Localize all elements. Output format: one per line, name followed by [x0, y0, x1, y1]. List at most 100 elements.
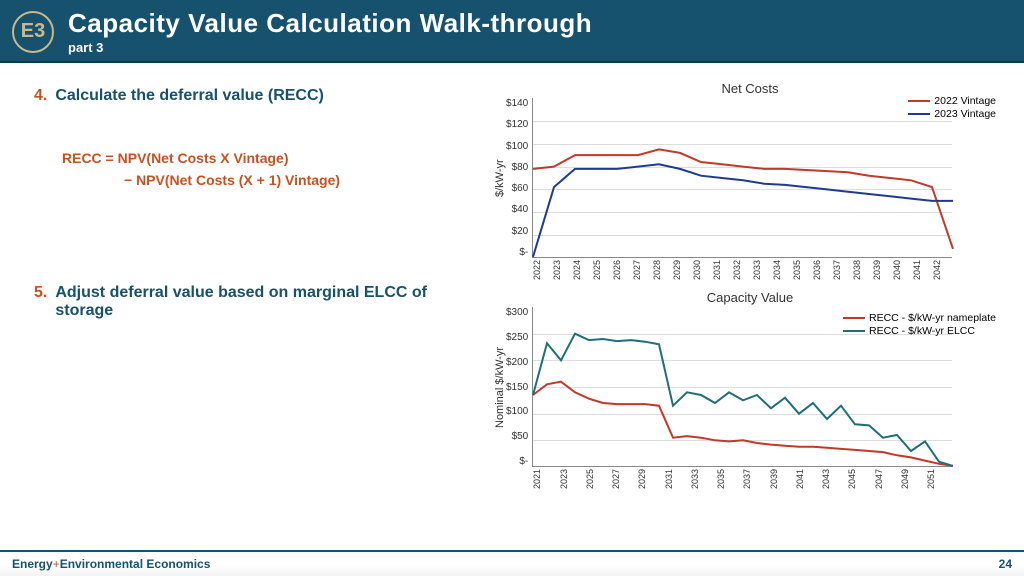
capacity-value-chart: Capacity Value RECC - $/kW-yr nameplateRE…: [494, 290, 1006, 489]
y-tick-label: $300: [506, 307, 528, 318]
step-title: Adjust deferral value based on marginal …: [55, 284, 484, 320]
legend-line-icon: [908, 113, 930, 115]
x-tick-label: 2030: [692, 260, 712, 280]
legend-line-icon: [843, 330, 865, 332]
legend-label: 2022 Vintage: [934, 95, 996, 107]
x-tick-label: 2026: [612, 260, 632, 280]
y-tick-label: $-: [519, 456, 528, 467]
net-costs-chart: Net Costs2022 Vintage2023 Vintage $/kW-yr…: [494, 81, 1006, 280]
brand-part-b: Environmental Economics: [60, 557, 211, 571]
brand-plus-icon: +: [53, 557, 60, 571]
x-tick-label: 2037: [832, 260, 852, 280]
y-tick-label: $20: [512, 226, 529, 237]
slide-body: 4. Calculate the deferral value (RECC) R…: [0, 63, 1024, 533]
chart-legend: 2022 Vintage2023 Vintage: [908, 95, 996, 121]
x-tick-label: 2038: [852, 260, 872, 280]
y-tick-label: $-: [519, 247, 528, 258]
x-tick-label: 2032: [732, 260, 752, 280]
x-tick-label: 2029: [672, 260, 692, 280]
y-tick-label: $250: [506, 332, 528, 343]
x-tick-label: 2037: [742, 469, 768, 489]
plot-wrap: $/kW-yr$140$120$100$80$60$40$20$-2022202…: [494, 98, 1006, 280]
legend-label: RECC - $/kW-yr ELCC: [869, 325, 975, 337]
chart-title: Net Costs: [494, 81, 1006, 96]
y-axis-ticks: $140 $120 $100 $80 $60 $40 $20 $-: [506, 98, 532, 258]
y-tick-label: $80: [512, 162, 529, 173]
y-axis-ticks: $300 $250 $200 $150 $100 $50 $-: [506, 307, 532, 467]
series-line: [533, 149, 953, 249]
x-tick-label: 2021: [532, 469, 558, 489]
y-tick-label: $120: [506, 119, 528, 130]
x-tick-label: 2039: [872, 260, 892, 280]
x-tick-label: 2049: [900, 469, 926, 489]
right-column: Net Costs2022 Vintage2023 Vintage $/kW-yr…: [494, 81, 1006, 533]
legend-item: 2022 Vintage: [908, 95, 996, 107]
page-number: 24: [999, 557, 1012, 571]
chart-legend: RECC - $/kW-yr nameplateRECC - $/kW-yr E…: [843, 312, 996, 338]
x-tick-label: 2023: [559, 469, 585, 489]
legend-label: RECC - $/kW-yr nameplate: [869, 312, 996, 324]
legend-item: RECC - $/kW-yr ELCC: [843, 325, 996, 337]
x-tick-label: 2042: [932, 260, 952, 280]
x-tick-label: 2023: [552, 260, 572, 280]
slide-title: Capacity Value Calculation Walk-through: [68, 8, 592, 39]
legend-label: 2023 Vintage: [934, 108, 996, 120]
x-tick-label: 2040: [892, 260, 912, 280]
x-tick-label: 2034: [772, 260, 792, 280]
x-tick-label: 2041: [795, 469, 821, 489]
x-tick-label: 2022: [532, 260, 552, 280]
y-tick-label: $100: [506, 141, 528, 152]
x-tick-label: 2027: [632, 260, 652, 280]
y-tick-label: $150: [506, 382, 528, 393]
x-tick-label: 2027: [611, 469, 637, 489]
x-tick-label: 2024: [572, 260, 592, 280]
series-svg: [533, 98, 953, 258]
step-5: 5. Adjust deferral value based on margin…: [34, 284, 484, 320]
x-tick-label: 2047: [874, 469, 900, 489]
formula-line-1: RECC = NPV(Net Costs X Vintage): [62, 147, 484, 169]
y-axis-label: $/kW-yr: [494, 98, 506, 258]
x-tick-label: 2033: [690, 469, 716, 489]
title-block: Capacity Value Calculation Walk-through …: [68, 8, 592, 55]
step-4: 4. Calculate the deferral value (RECC): [34, 87, 484, 105]
legend-item: RECC - $/kW-yr nameplate: [843, 312, 996, 324]
footer-brand: Energy+Environmental Economics: [12, 557, 210, 571]
chart-title: Capacity Value: [494, 290, 1006, 305]
y-tick-label: $40: [512, 204, 529, 215]
slide-header: E3 Capacity Value Calculation Walk-throu…: [0, 0, 1024, 63]
step-number: 4.: [34, 87, 47, 105]
x-tick-label: 2036: [812, 260, 832, 280]
left-column: 4. Calculate the deferral value (RECC) R…: [34, 81, 494, 533]
step-title: Calculate the deferral value (RECC): [55, 87, 324, 105]
legend-line-icon: [843, 317, 865, 319]
series-line: [533, 334, 953, 466]
x-tick-label: 2035: [716, 469, 742, 489]
x-tick-label: 2051: [926, 469, 952, 489]
y-tick-label: $140: [506, 98, 528, 109]
brand-logo-icon: E3: [12, 11, 54, 53]
y-tick-label: $100: [506, 406, 528, 417]
x-tick-label: 2041: [912, 260, 932, 280]
x-tick-label: 2031: [712, 260, 732, 280]
formula-line-2: − NPV(Net Costs (X + 1) Vintage): [124, 169, 484, 191]
legend-line-icon: [908, 100, 930, 102]
x-tick-label: 2025: [585, 469, 611, 489]
y-axis-label: Nominal $/kW-yr: [494, 307, 506, 467]
x-tick-label: 2028: [652, 260, 672, 280]
y-tick-label: $60: [512, 183, 529, 194]
x-axis-ticks: 2021202320252027202920312033203520372039…: [532, 467, 952, 489]
x-tick-label: 2029: [637, 469, 663, 489]
series-line: [533, 382, 953, 466]
x-tick-label: 2045: [847, 469, 873, 489]
y-tick-label: $50: [512, 431, 529, 442]
brand-part-a: Energy: [12, 557, 53, 571]
x-tick-label: 2033: [752, 260, 772, 280]
plot-area: [532, 98, 952, 258]
step-number: 5.: [34, 284, 47, 320]
slide-footer: Energy+Environmental Economics 24: [0, 550, 1024, 576]
y-tick-label: $200: [506, 357, 528, 368]
legend-item: 2023 Vintage: [908, 108, 996, 120]
x-axis-ticks: 2022202320242025202620272028202920302031…: [532, 258, 952, 280]
x-tick-label: 2035: [792, 260, 812, 280]
formula-block: RECC = NPV(Net Costs X Vintage) − NPV(Ne…: [62, 147, 484, 192]
